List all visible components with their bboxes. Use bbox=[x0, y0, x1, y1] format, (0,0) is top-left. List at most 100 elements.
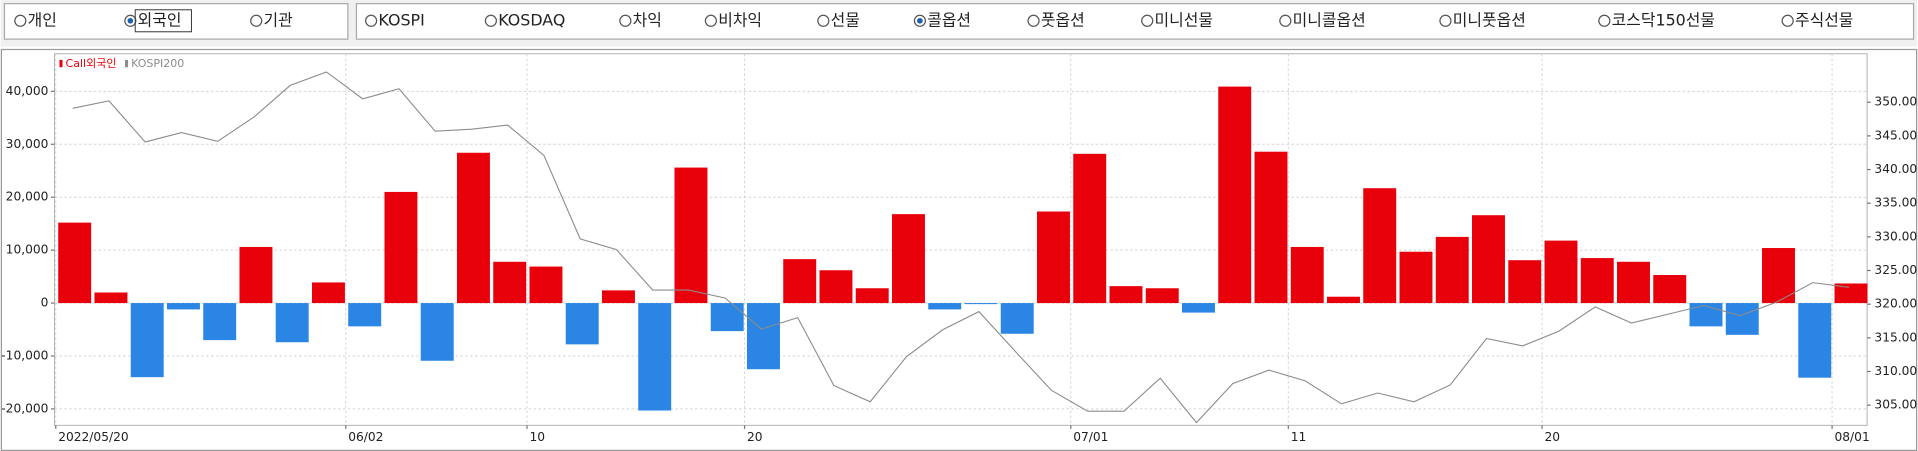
bar bbox=[420, 303, 454, 361]
bar bbox=[1182, 303, 1215, 313]
radio[interactable] bbox=[14, 14, 27, 27]
bar bbox=[1218, 86, 1252, 304]
radio-label[interactable]: 미니선물 bbox=[1155, 10, 1213, 29]
y-tick-label: 40,000 bbox=[6, 84, 49, 98]
bar bbox=[1145, 288, 1179, 304]
bar bbox=[1399, 251, 1433, 304]
bar bbox=[1617, 261, 1650, 304]
bar bbox=[1834, 283, 1868, 304]
x-tick-label: 11 bbox=[1291, 430, 1307, 444]
x-tick-label: 20 bbox=[747, 430, 763, 444]
radio[interactable] bbox=[1598, 14, 1611, 27]
radio[interactable] bbox=[1027, 14, 1040, 27]
bar bbox=[1290, 246, 1324, 304]
y2-tick-label: 330.00 bbox=[1874, 229, 1917, 243]
bar bbox=[891, 214, 925, 304]
legend-swatch bbox=[59, 59, 63, 68]
bar bbox=[58, 222, 92, 304]
bar bbox=[529, 266, 563, 304]
bar bbox=[203, 303, 237, 341]
radio-label[interactable]: KOSPI bbox=[378, 10, 424, 29]
bar bbox=[493, 261, 527, 304]
y2-tick-label: 320.00 bbox=[1874, 297, 1917, 311]
bar bbox=[1798, 303, 1832, 378]
bar bbox=[1000, 303, 1034, 334]
bar bbox=[1327, 296, 1360, 304]
radio[interactable] bbox=[619, 14, 632, 27]
bar bbox=[819, 270, 853, 304]
x-tick-label: 20 bbox=[1545, 430, 1561, 444]
radio-label[interactable]: 비차익 bbox=[718, 10, 762, 29]
radio-label[interactable]: 코스닥150선물 bbox=[1612, 10, 1715, 29]
bar bbox=[1037, 211, 1070, 304]
x-tick-label: 2022/05/20 bbox=[58, 430, 128, 444]
bar bbox=[166, 303, 200, 310]
bar bbox=[384, 191, 418, 304]
bar bbox=[456, 152, 490, 304]
legend-label: Call외국인 bbox=[66, 57, 117, 70]
x-tick-label: 06/02 bbox=[348, 430, 383, 444]
legend-swatch bbox=[125, 59, 129, 68]
y-tick-label: -10,000 bbox=[1, 348, 48, 362]
radio[interactable] bbox=[1279, 14, 1292, 27]
radio-label[interactable]: 풋옵션 bbox=[1041, 10, 1085, 29]
y-tick-label: 30,000 bbox=[6, 137, 49, 151]
bar bbox=[1762, 248, 1795, 304]
radio-label[interactable]: 미니콜옵션 bbox=[1293, 10, 1366, 29]
x-tick-label: 07/01 bbox=[1073, 430, 1108, 444]
radio[interactable] bbox=[817, 14, 830, 27]
line bbox=[72, 71, 1850, 424]
y-tick-label: 20,000 bbox=[6, 190, 49, 204]
bar bbox=[1109, 286, 1143, 304]
bar bbox=[1508, 260, 1542, 304]
bar bbox=[130, 303, 164, 378]
legend-label: KOSPI200 bbox=[131, 57, 184, 70]
bar bbox=[1472, 215, 1505, 304]
radio[interactable] bbox=[484, 14, 497, 27]
bar bbox=[239, 246, 273, 304]
radio-label[interactable]: 개인 bbox=[28, 10, 57, 29]
y2-tick-label: 305.00 bbox=[1874, 398, 1917, 412]
y-tick-label: 0 bbox=[41, 296, 49, 310]
radio[interactable] bbox=[1439, 14, 1452, 27]
y2-tick-label: 350.00 bbox=[1874, 95, 1917, 109]
bar bbox=[348, 303, 382, 327]
x-tick-label: 08/01 bbox=[1835, 430, 1870, 444]
bar bbox=[1653, 275, 1687, 304]
bar bbox=[638, 303, 672, 411]
y2-tick-label: 345.00 bbox=[1874, 128, 1917, 142]
radio-label[interactable]: 미니풋옵션 bbox=[1453, 10, 1526, 29]
radio-label[interactable]: 주식선물 bbox=[1795, 10, 1853, 29]
bar bbox=[1544, 240, 1578, 304]
bar bbox=[1435, 236, 1469, 304]
radio-label[interactable]: 외국인 bbox=[138, 10, 182, 29]
bar bbox=[746, 303, 780, 370]
radio-label[interactable]: KOSDAQ bbox=[498, 10, 565, 29]
bar bbox=[94, 292, 128, 304]
radio-label[interactable]: 콜옵션 bbox=[927, 10, 971, 29]
y2-tick-label: 340.00 bbox=[1874, 162, 1917, 176]
radio-label[interactable]: 기관 bbox=[264, 10, 293, 29]
radio[interactable] bbox=[704, 14, 717, 27]
radio[interactable] bbox=[365, 14, 378, 27]
radio[interactable] bbox=[1141, 14, 1154, 27]
y2-tick-label: 325.00 bbox=[1874, 263, 1917, 277]
y2-tick-label: 315.00 bbox=[1874, 330, 1917, 344]
bar bbox=[601, 290, 635, 304]
bar bbox=[855, 288, 889, 304]
bar bbox=[1254, 151, 1288, 304]
bar bbox=[1725, 303, 1759, 335]
bar bbox=[275, 303, 309, 343]
focus-box bbox=[134, 9, 192, 33]
bar bbox=[964, 303, 998, 305]
radio[interactable] bbox=[1781, 14, 1794, 27]
radio[interactable] bbox=[250, 14, 263, 27]
bar bbox=[928, 303, 962, 310]
bar bbox=[565, 303, 599, 345]
bar bbox=[1363, 188, 1397, 304]
radio-label[interactable]: 차익 bbox=[633, 10, 662, 29]
plot-area bbox=[54, 53, 1868, 426]
radio-label[interactable]: 선물 bbox=[831, 10, 860, 29]
